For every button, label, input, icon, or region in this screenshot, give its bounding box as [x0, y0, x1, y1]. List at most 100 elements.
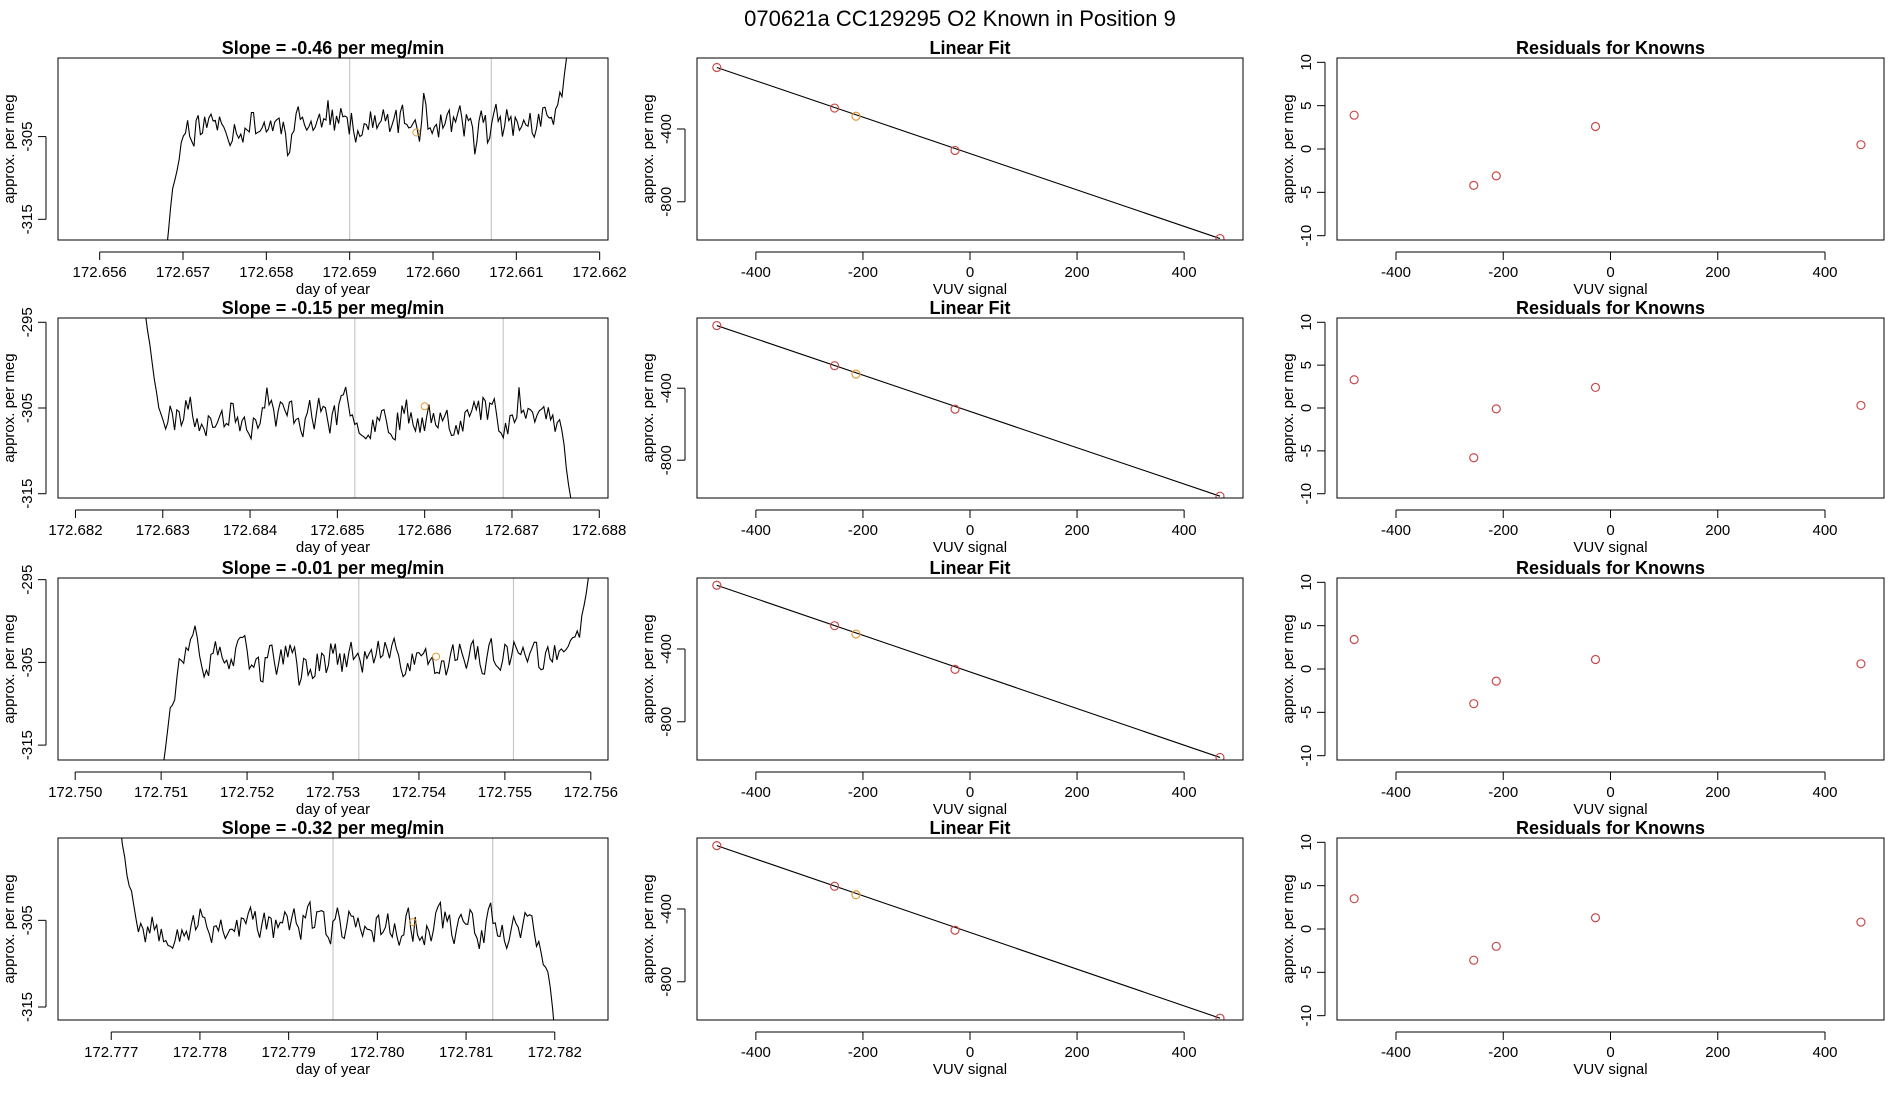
x-tick-label: 172.659	[323, 264, 377, 281]
x-axis-label: day of year	[296, 801, 370, 818]
residual-point	[1349, 375, 1359, 385]
plot-frame	[1336, 577, 1885, 761]
y-tick-label: 5	[1298, 621, 1315, 629]
x-tick-label: 172.658	[239, 264, 293, 281]
plot-frame	[696, 317, 1244, 499]
fit-data-point	[851, 111, 861, 121]
x-tick-label: 400	[1812, 784, 1837, 801]
residual-point	[1469, 180, 1479, 190]
x-axis-label: VUV signal	[933, 539, 1007, 556]
fit-data-point	[851, 890, 861, 900]
plot-frame	[696, 577, 1244, 761]
x-tick-label: 172.779	[262, 1044, 316, 1061]
x-tick-label: -200	[1488, 264, 1518, 281]
plot-frame	[1336, 317, 1885, 499]
y-tick-label: 10	[1298, 834, 1315, 851]
y-tick-label: -400	[658, 634, 675, 664]
x-tick-label: 172.754	[392, 784, 446, 801]
plot-frame	[696, 837, 1244, 1021]
known-mean-marker	[412, 128, 421, 137]
panel-residuals-row1: Residuals for Knowns -400 -200 0 200 400 VUV s…	[1280, 38, 1885, 298]
panel-title: Slope = -0.01 per meg/min	[222, 558, 445, 578]
x-tick-label: 172.756	[564, 784, 618, 801]
y-tick-label: -5	[1298, 186, 1315, 199]
panel-title: Residuals for Knowns	[1516, 38, 1705, 58]
fit-data-point	[950, 145, 960, 156]
x-tick-label: 400	[1172, 784, 1197, 801]
panel-title: Residuals for Knowns	[1516, 818, 1705, 838]
y-tick-label: -10	[1298, 483, 1315, 505]
y-tick-label: 10	[1298, 574, 1315, 591]
fit-data-point	[712, 580, 722, 590]
plot-frame	[1336, 57, 1885, 241]
x-tick-label: 172.781	[439, 1044, 493, 1061]
signal-trace-line	[163, 578, 589, 760]
y-axis-label: approx. per meg	[640, 353, 657, 462]
x-tick-label: -200	[1488, 1044, 1518, 1061]
x-tick-label: 200	[1065, 264, 1090, 281]
residual-point	[1491, 171, 1501, 181]
x-axis-label: VUV signal	[1573, 1061, 1647, 1078]
panel-title: Linear Fit	[929, 558, 1010, 578]
known-mean-marker	[420, 402, 429, 411]
y-tick-label: -5	[1298, 966, 1315, 979]
x-tick-label: 172.686	[398, 522, 452, 539]
residual-point	[1349, 110, 1359, 120]
panel-title: Linear Fit	[929, 818, 1010, 838]
x-tick-label: -400	[1381, 784, 1411, 801]
plot-area	[1349, 634, 1866, 709]
y-axis-label: approx. per meg	[1280, 614, 1297, 723]
plot-frame	[57, 837, 609, 1021]
x-tick-label: -400	[741, 784, 771, 801]
x-tick-label: 172.684	[223, 522, 277, 539]
x-tick-label: 172.661	[489, 264, 543, 281]
fit-data-point	[950, 925, 960, 935]
plot-area	[1349, 375, 1866, 463]
x-tick-label: 400	[1812, 522, 1837, 539]
x-axis-label: VUV signal	[1573, 281, 1647, 298]
y-tick-label: -5	[1298, 444, 1315, 457]
fit-data-point	[950, 404, 960, 414]
x-tick-label: 0	[1606, 784, 1614, 801]
panels-grid: Slope = -0.46 per meg/min 172.656 172.657 1…	[1, 38, 1885, 1078]
x-tick-label: 172.660	[406, 264, 460, 281]
residual-point	[1590, 382, 1601, 393]
x-tick-label: 172.782	[528, 1044, 582, 1061]
x-tick-label: 172.662	[573, 264, 627, 281]
residual-point	[1349, 894, 1359, 904]
y-axis-label: approx. per meg	[640, 874, 657, 983]
fit-line	[716, 584, 1221, 758]
residual-point	[1856, 659, 1866, 669]
y-tick-label: 5	[1298, 361, 1315, 369]
plot-frame	[57, 317, 609, 499]
plot-frame	[57, 577, 609, 761]
panel-title: Linear Fit	[929, 38, 1010, 58]
x-tick-label: 200	[1705, 264, 1730, 281]
x-tick-label: 172.750	[48, 784, 102, 801]
y-tick-label: 5	[1298, 881, 1315, 889]
fit-data-point	[950, 664, 960, 674]
x-tick-label: -400	[741, 522, 771, 539]
x-axis-label: VUV signal	[1573, 539, 1647, 556]
y-tick-label: -315	[19, 204, 36, 234]
panel-title: Slope = -0.32 per meg/min	[222, 818, 445, 838]
panel-timeseries-row3: Slope = -0.01 per meg/min 172.750 172.751 1…	[1, 558, 618, 818]
x-tick-label: 200	[1065, 1044, 1090, 1061]
y-tick-label: -400	[658, 373, 675, 403]
y-axis-label: approx. per meg	[1280, 94, 1297, 203]
signal-trace-line	[145, 318, 572, 498]
plot-area	[145, 318, 572, 498]
fit-line	[716, 325, 1221, 497]
x-axis-label: VUV signal	[933, 1061, 1007, 1078]
y-axis-label: approx. per meg	[640, 94, 657, 203]
x-tick-label: 0	[966, 784, 974, 801]
panel-timeseries-row4: Slope = -0.32 per meg/min 172.777 172.778 1…	[1, 818, 609, 1078]
x-tick-label: 172.656	[73, 264, 127, 281]
x-tick-label: 400	[1172, 522, 1197, 539]
y-axis-label: approx. per meg	[640, 614, 657, 723]
x-tick-label: -200	[848, 264, 878, 281]
panel-timeseries-row1: Slope = -0.46 per meg/min 172.656 172.657 1…	[1, 38, 627, 298]
residual-point	[1590, 654, 1601, 665]
x-tick-label: -400	[1381, 522, 1411, 539]
y-tick-label: 10	[1298, 54, 1315, 71]
